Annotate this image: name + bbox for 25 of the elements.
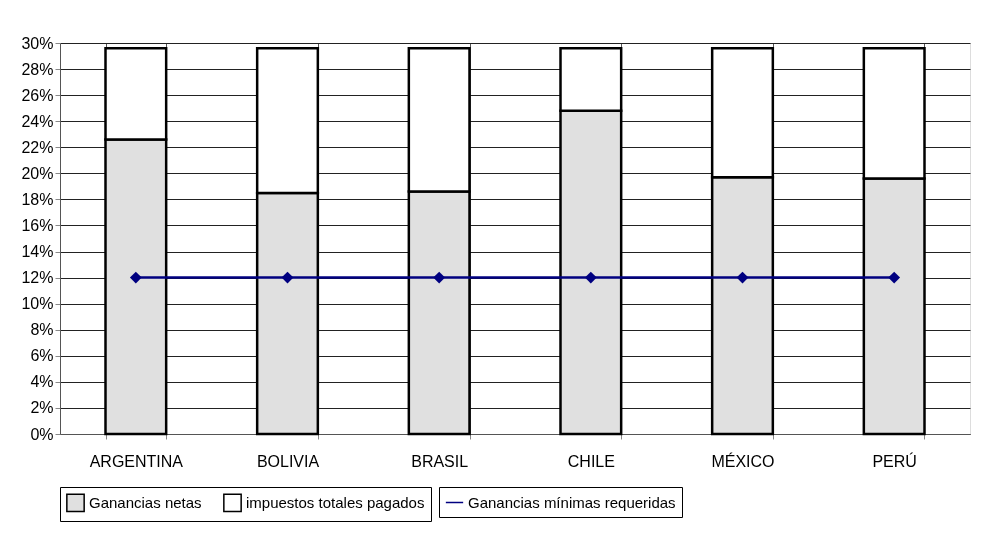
y-tick-label: 30% [21, 34, 54, 52]
legend-label: impuestos totales pagados [246, 493, 425, 511]
x-tick-label: PERÚ [872, 451, 917, 470]
y-tick-label: 26% [21, 86, 54, 104]
x-tick-label: ARGENTINA [89, 452, 184, 470]
y-tick-label: 24% [21, 112, 54, 130]
y-tick-label: 28% [21, 60, 54, 78]
x-tick-label: BOLIVIA [256, 452, 320, 470]
y-tick-label: 20% [21, 164, 54, 182]
y-tick-label: 4% [30, 373, 54, 391]
y-tick-label: 10% [21, 295, 54, 313]
y-tick-label: 2% [30, 399, 54, 417]
y-tick-label: 16% [21, 216, 54, 234]
x-tick-label: MÉXICO [711, 451, 775, 470]
y-tick-label: 6% [30, 347, 54, 365]
legend-label: Ganancias netas [89, 493, 202, 511]
y-tick-label: 18% [21, 190, 54, 208]
y-tick-label: 8% [30, 321, 54, 339]
y-tick-label: 0% [30, 425, 54, 443]
y-tick-label: 14% [21, 243, 54, 261]
x-tick-label: CHILE [567, 452, 615, 470]
y-tick-label: 22% [21, 138, 54, 156]
legend-label: Ganancias mínimas requeridas [468, 493, 676, 511]
y-tick-label: 12% [21, 269, 54, 287]
x-tick-label: BRASIL [411, 452, 469, 470]
